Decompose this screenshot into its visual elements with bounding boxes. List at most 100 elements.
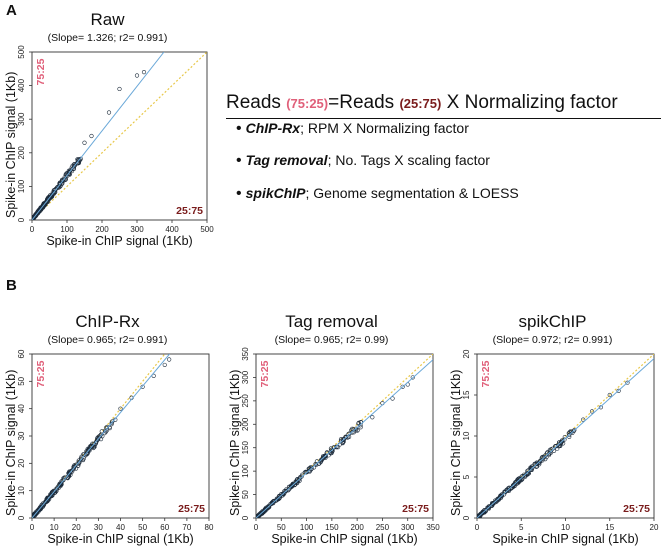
data-point [151,373,156,378]
plot-frame [255,353,434,519]
y-tick-label: 50 [241,490,250,499]
data-point [520,473,525,479]
x-tick-label: 0 [254,523,259,532]
data-point [68,168,73,173]
data-point [525,470,531,475]
scatter-plot-tag-removal: Tag removal (Slope= 0.965; r2= 0.99) Spike… [224,312,440,546]
equation-rhs-ratio: (25:75) [399,96,442,111]
regression-line [256,359,433,518]
data-point [50,192,55,197]
y-tick-label: 20 [462,349,471,358]
corner-label-75-25: 75:25 [259,360,271,387]
y-tick-label: 10 [17,486,26,495]
equation-underline [226,118,661,119]
x-axis-label: Spike-in ChIP signal (1Kb) [47,532,194,546]
data-point [277,495,282,500]
data-point [494,498,499,504]
data-point [511,482,516,487]
data-point [167,357,172,362]
corner-label-75-25: 75:25 [35,360,47,387]
data-point [497,495,502,500]
chart-svg: 0 10 20 30 40 50 60 70 80 0 10 20 30 40 50 60 75:25 25:75 [17,349,214,532]
data-point [33,213,38,218]
y-tick-label: 20 [17,458,26,467]
plot-frame [31,353,210,519]
data-point [256,514,259,518]
data-point [75,161,80,166]
data-point [89,444,94,450]
data-point [625,380,630,385]
data-point [490,501,495,507]
data-point [499,493,504,498]
y-tick-label: 150 [241,440,250,454]
data-point [117,86,122,92]
data-point [534,461,539,466]
plot-frame [31,51,208,221]
x-tick-label: 500 [200,225,214,234]
data-point [299,474,304,479]
scatter-plot-raw: Raw (Slope= 1.326; r2= 0.991) Spike-in ChI… [0,10,215,248]
data-point [598,405,603,410]
scatter-plot-spikchip: spikChIP (Slope= 0.972; r2= 0.991) Spike-i… [445,312,660,546]
data-point [89,133,94,139]
data-point [288,485,293,490]
x-tick-label: 70 [182,523,191,532]
data-point [65,173,70,178]
method-name: spikChIP [245,185,306,201]
data-point [477,513,481,518]
chart-svg: 0 50 100 150 200 250 300 350 0 50 100 150 200 250 300 3… [241,347,440,532]
data-point [47,495,52,500]
data-point [71,465,76,470]
chart-title: Raw [90,10,125,29]
x-tick-label: 15 [605,523,614,532]
x-tick-label: 150 [325,523,339,532]
method-name: Tag removal [245,152,328,168]
data-point [54,486,59,491]
regression-line [477,358,654,518]
panel-label-b: B [6,277,17,294]
y-tick-label: 100 [17,179,26,193]
x-axis-label: Spike-in ChIP signal (1Kb) [271,532,418,546]
data-point [46,496,51,501]
data-point [308,467,314,472]
data-point [270,500,276,505]
x-tick-label: 0 [30,225,35,234]
corner-label-75-25: 75:25 [35,58,47,85]
data-point [354,426,359,431]
y-tick-label: 30 [17,431,26,440]
y-tick-label: 250 [241,394,250,408]
data-point [258,510,263,515]
y-tick-label: 300 [241,370,250,384]
x-tick-label: 250 [376,523,390,532]
data-point [73,462,79,467]
data-point [536,460,542,465]
regression-line [32,354,170,518]
data-point [502,492,507,497]
y-tick-label: 5 [462,474,471,479]
data-point [581,417,586,422]
regression-line [32,52,165,220]
corner-label-25-75: 25:75 [178,503,205,515]
identity-line [32,354,166,518]
x-tick-label: 100 [60,225,74,234]
method-name: ChIP-Rx [245,120,301,136]
data-point [140,384,145,389]
chart-svg: 0 100 200 300 400 500 0 100 200 300 400 500 75:25 25:… [17,45,214,234]
data-point [96,436,101,442]
data-point [77,157,82,163]
chart-title: ChIP-Rx [75,312,140,331]
y-tick-label: 50 [17,376,26,385]
data-point [567,432,572,438]
bullet-icon: • [236,152,242,169]
data-point [486,505,491,511]
data-point [572,428,577,433]
x-tick-label: 60 [160,523,169,532]
x-tick-label: 0 [475,523,480,532]
data-point [499,493,505,498]
bullet-icon: • [236,120,242,137]
x-tick-label: 30 [94,523,103,532]
y-tick-label: 15 [462,390,471,399]
data-point [334,444,339,449]
data-point [556,442,561,447]
data-point [61,478,66,483]
